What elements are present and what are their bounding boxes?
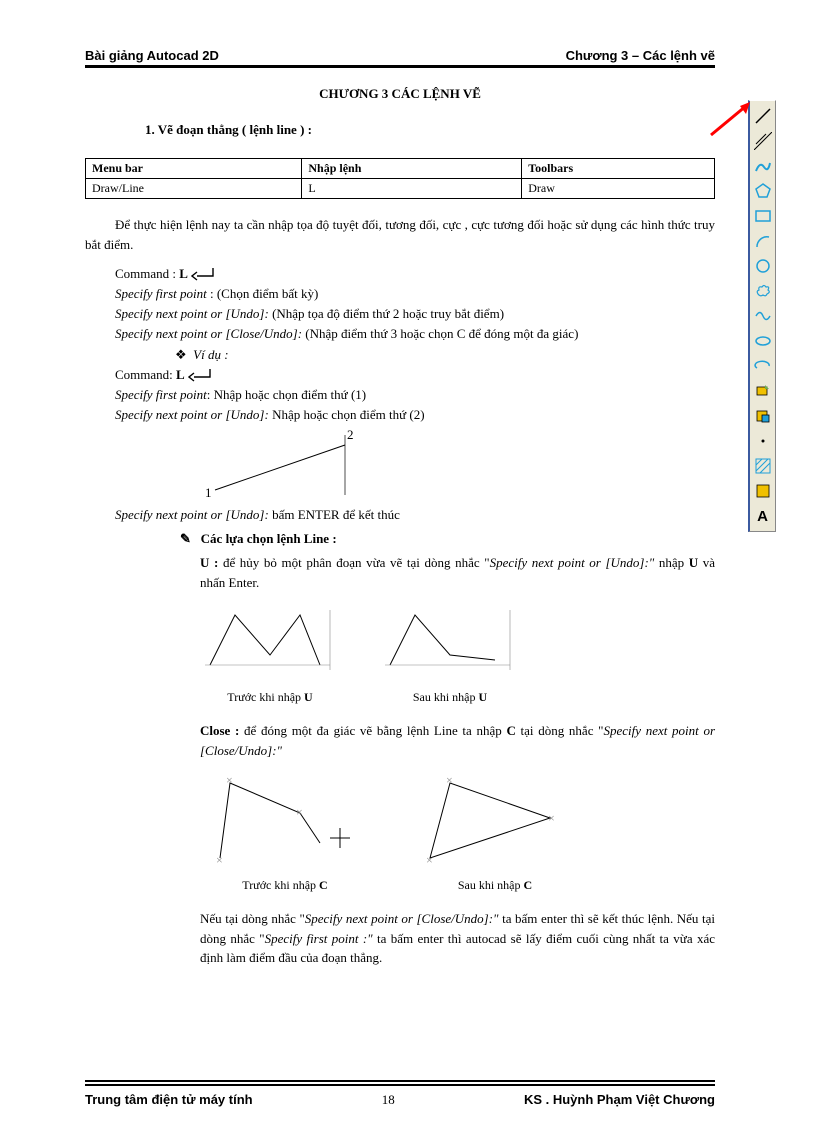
command2-value: L <box>176 367 185 382</box>
th-nhaplenh: Nhập lệnh <box>302 159 522 179</box>
command-label: Command : <box>115 266 179 281</box>
svg-text:×: × <box>216 853 223 867</box>
sfp-rest: : (Chọn điểm bất kỳ) <box>207 286 319 301</box>
specify-first-point-2: Specify first point <box>115 387 207 402</box>
command-table: Menu bar Nhập lệnh Toolbars Draw/Line L … <box>85 158 715 199</box>
header-rule <box>85 65 715 68</box>
specify-next-undo: Specify next point or [Undo]: <box>115 306 269 321</box>
ellipse-tool-icon[interactable] <box>751 329 775 353</box>
arc-tool-icon[interactable] <box>751 229 775 253</box>
svg-text:×: × <box>296 805 303 819</box>
draw-toolbar: A <box>748 100 776 532</box>
command-value: L <box>179 266 188 281</box>
specify-first-point: Specify first point <box>115 286 207 301</box>
closing-note: Nếu tại dòng nhắc "Specify next point or… <box>200 909 715 968</box>
intro-paragraph: Để thực hiện lệnh nay ta cần nhập tọa độ… <box>85 215 715 254</box>
vidu-label: Ví dụ : <box>193 347 228 362</box>
footer-left: Trung tâm điện tử máy tính <box>85 1092 253 1108</box>
th-toolbars: Toolbars <box>522 159 715 179</box>
before-u-diagram <box>200 600 340 680</box>
snu-rest1: (Nhập tọa độ điểm thứ 2 hoặc truy bắt đi… <box>269 306 504 321</box>
snu2-rest: Nhập hoặc chọn điểm thứ (2) <box>269 407 425 422</box>
snc-rest: (Nhập điểm thứ 3 hoặc chọn C để đóng một… <box>302 326 578 341</box>
page-footer: Trung tâm điện tử máy tính 18 KS . Huỳnh… <box>85 1060 715 1108</box>
hatch-tool-icon[interactable] <box>751 454 775 478</box>
enter-icon <box>188 369 212 383</box>
svg-text:2: 2 <box>347 427 354 442</box>
ellipse-arc-tool-icon[interactable] <box>751 354 775 378</box>
polyline-tool-icon[interactable] <box>751 154 775 178</box>
specify-next-close: Specify next point or [Close/Undo]: <box>115 326 302 341</box>
after-c-diagram: × × × <box>410 768 580 868</box>
svg-text:×: × <box>426 853 433 867</box>
svg-text:×: × <box>548 811 555 825</box>
options-heading: ✎ Các lựa chọn lệnh Line : <box>180 531 715 547</box>
region-tool-icon[interactable] <box>751 479 775 503</box>
section-1-title: 1. Vẽ đoạn thẳng ( lệnh line ) : <box>145 122 715 138</box>
header-left: Bài giảng Autocad 2D <box>85 48 219 63</box>
red-arrow-icon <box>706 100 756 140</box>
td-menubar: Draw/Line <box>86 179 302 199</box>
spline-tool-icon[interactable] <box>751 304 775 328</box>
line-diagram-12: 1 2 <box>195 425 395 505</box>
specify-next-undo-3: Specify next point or [Undo]: <box>115 507 269 522</box>
close-option-text: Close : để đóng một đa giác vẽ bằng lệnh… <box>200 721 715 760</box>
svg-text:×: × <box>226 773 233 787</box>
page-number: 18 <box>382 1092 395 1108</box>
command2-label: Command: <box>115 367 176 382</box>
sfp2-rest: Nhập hoặc chọn điểm thứ (1) <box>210 387 366 402</box>
block-insert-icon[interactable] <box>751 379 775 403</box>
circle-tool-icon[interactable] <box>751 254 775 278</box>
table-row: Draw/Line L Draw <box>86 179 715 199</box>
before-c-diagram: × × × <box>200 768 370 868</box>
text-tool-icon[interactable]: A <box>751 504 775 528</box>
chapter-title: CHƯƠNG 3 CÁC LỆNH VẼ <box>85 86 715 102</box>
u-option-text: U : để hủy bỏ một phân đoạn vừa vẽ tại d… <box>200 553 715 592</box>
enter-icon <box>191 268 215 282</box>
enter-finish-line: Specify next point or [Undo]: bấm ENTER … <box>115 505 715 525</box>
footer-right: KS . Huỳnh Phạm Việt Chương <box>524 1092 715 1108</box>
th-menubar: Menu bar <box>86 159 302 179</box>
command-block-1: Command : L Specify first point : (Chọn … <box>115 264 715 425</box>
page-header: Bài giảng Autocad 2D Chương 3 – Các lệnh… <box>85 48 715 63</box>
point-tool-icon[interactable] <box>751 429 775 453</box>
c-diagram-row: × × × Trước khi nhập C × × × Sau khi nhậ… <box>200 768 715 893</box>
td-toolbars: Draw <box>522 179 715 199</box>
svg-text:×: × <box>446 773 453 787</box>
table-header-row: Menu bar Nhập lệnh Toolbars <box>86 159 715 179</box>
enter-rest: bấm ENTER để kết thúc <box>269 507 400 522</box>
rectangle-tool-icon[interactable] <box>751 204 775 228</box>
specify-next-undo-2: Specify next point or [Undo]: <box>115 407 269 422</box>
revcloud-tool-icon[interactable] <box>751 279 775 303</box>
after-u-diagram <box>380 600 520 680</box>
block-make-icon[interactable] <box>751 404 775 428</box>
td-nhaplenh: L <box>302 179 522 199</box>
polygon-tool-icon[interactable] <box>751 179 775 203</box>
svg-text:1: 1 <box>205 485 212 500</box>
u-diagram-row: Trước khi nhập U Sau khi nhập U <box>200 600 715 705</box>
header-right: Chương 3 – Các lệnh vẽ <box>566 48 715 63</box>
